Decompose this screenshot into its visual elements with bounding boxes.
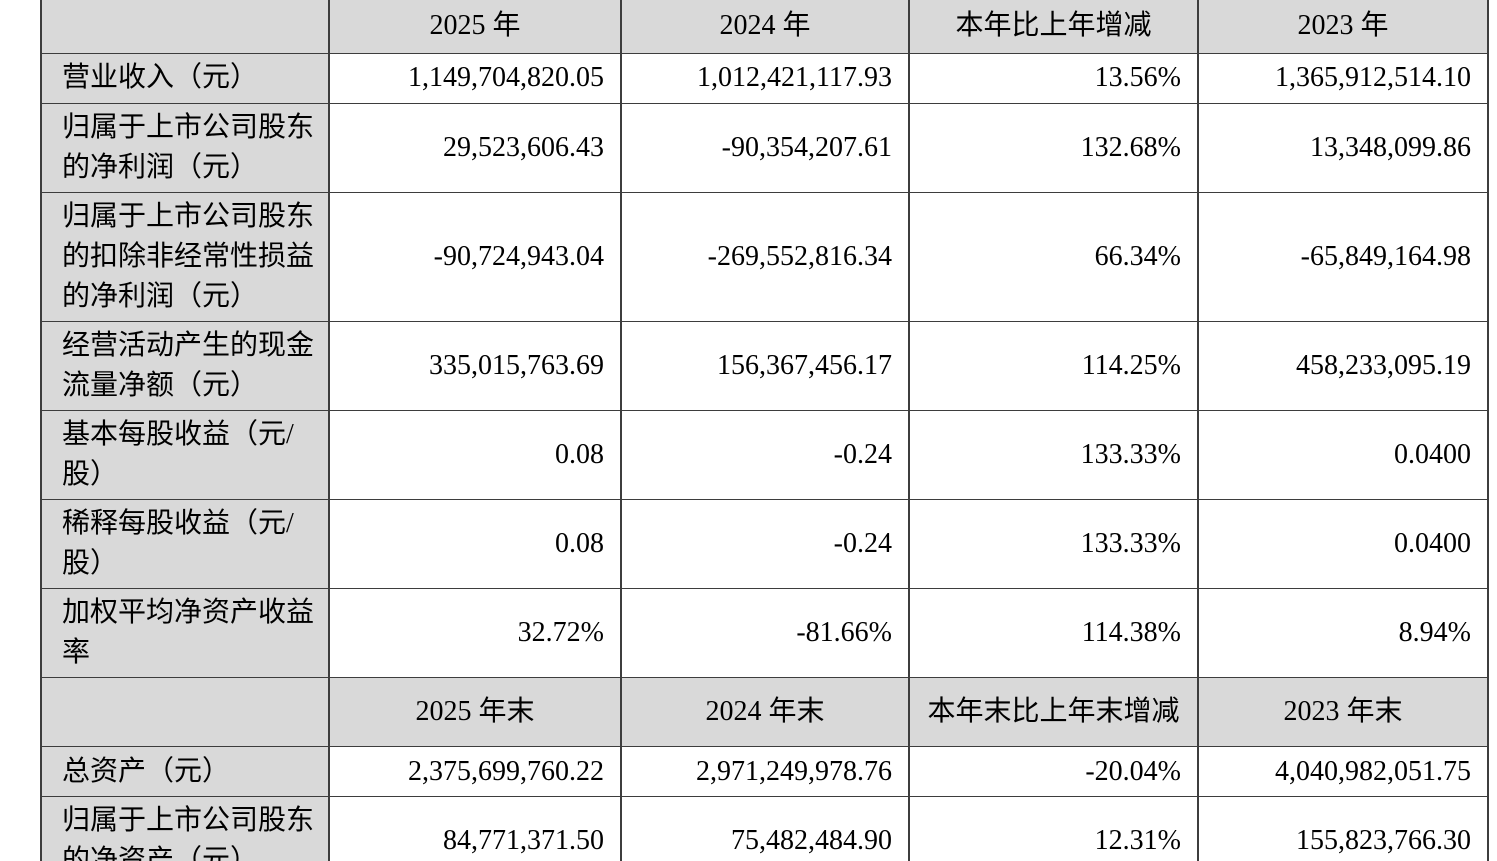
net-assets-2025: 84,771,371.50 (328, 796, 622, 861)
diluted-eps-change: 133.33% (908, 499, 1199, 590)
basic-eps-2023: 0.0400 (1197, 410, 1489, 501)
total-assets-change: -20.04% (908, 746, 1199, 798)
cash-flow-2024: 156,367,456.17 (620, 321, 910, 412)
financial-summary-table: 2025 年 2024 年 本年比上年增减 2023 年 营业收入（元） 1,1… (40, 0, 1489, 861)
table-row-weighted-roe: 加权平均净资产收益率 32.72% -81.66% 114.38% 8.94% (40, 588, 1489, 679)
net-profit-change: 132.68% (908, 102, 1199, 194)
net-profit-excl-change: 66.34% (908, 192, 1199, 323)
net-assets-2023: 155,823,766.30 (1197, 796, 1489, 861)
revenue-2025: 1,149,704,820.05 (328, 53, 622, 104)
col-header-yoy-change: 本年比上年增减 (908, 0, 1199, 54)
table-row-basic-eps: 基本每股收益（元/股） 0.08 -0.24 133.33% 0.0400 (40, 410, 1489, 501)
weighted-roe-change: 114.38% (908, 588, 1199, 679)
basic-eps-change: 133.33% (908, 410, 1199, 501)
net-profit-excl-2023: -65,849,164.98 (1197, 192, 1489, 323)
row-label-total-assets: 总资产（元） (40, 746, 330, 798)
row-label-weighted-roe: 加权平均净资产收益率 (40, 588, 330, 679)
row-label-net-assets: 归属于上市公司股东的净资产（元） (40, 796, 330, 861)
revenue-change: 13.56% (908, 53, 1199, 104)
row-label-net-profit: 归属于上市公司股东的净利润（元） (40, 102, 330, 194)
total-assets-2025: 2,375,699,760.22 (328, 746, 622, 798)
table-row-total-assets: 总资产（元） 2,375,699,760.22 2,971,249,978.76… (40, 746, 1489, 798)
table-row-net-assets: 归属于上市公司股东的净资产（元） 84,771,371.50 75,482,48… (40, 796, 1489, 861)
basic-eps-2024: -0.24 (620, 410, 910, 501)
revenue-2024: 1,012,421,117.93 (620, 53, 910, 104)
net-assets-change: 12.31% (908, 796, 1199, 861)
net-profit-2023: 13,348,099.86 (1197, 102, 1489, 194)
total-assets-2024: 2,971,249,978.76 (620, 746, 910, 798)
row-label-basic-eps: 基本每股收益（元/股） (40, 410, 330, 501)
cash-flow-2025: 335,015,763.69 (328, 321, 622, 412)
net-profit-2024: -90,354,207.61 (620, 102, 910, 194)
cash-flow-change: 114.25% (908, 321, 1199, 412)
table-row-revenue: 营业收入（元） 1,149,704,820.05 1,012,421,117.9… (40, 53, 1489, 104)
col-header-2025: 2025 年 (328, 0, 622, 54)
weighted-roe-2025: 32.72% (328, 588, 622, 679)
total-assets-2023: 4,040,982,051.75 (1197, 746, 1489, 798)
corner-cell (40, 0, 330, 54)
table-row-diluted-eps: 稀释每股收益（元/股） 0.08 -0.24 133.33% 0.0400 (40, 499, 1489, 590)
corner-cell-2 (40, 677, 330, 748)
col-header-2024: 2024 年 (620, 0, 910, 54)
col-header-2023-end: 2023 年末 (1197, 677, 1489, 748)
row-label-operating-cash-flow: 经营活动产生的现金流量净额（元） (40, 321, 330, 412)
row-label-revenue: 营业收入（元） (40, 53, 330, 104)
net-profit-excl-2025: -90,724,943.04 (328, 192, 622, 323)
table-row-net-profit-excl-nonrecurring: 归属于上市公司股东的扣除非经常性损益的净利润（元） -90,724,943.04… (40, 192, 1489, 323)
col-header-2023: 2023 年 (1197, 0, 1489, 54)
net-profit-excl-2024: -269,552,816.34 (620, 192, 910, 323)
col-header-2025-end: 2025 年末 (328, 677, 622, 748)
net-profit-2025: 29,523,606.43 (328, 102, 622, 194)
diluted-eps-2024: -0.24 (620, 499, 910, 590)
diluted-eps-2023: 0.0400 (1197, 499, 1489, 590)
col-header-year-end-change: 本年末比上年末增减 (908, 677, 1199, 748)
diluted-eps-2025: 0.08 (328, 499, 622, 590)
basic-eps-2025: 0.08 (328, 410, 622, 501)
row-label-net-profit-excl-nonrecurring: 归属于上市公司股东的扣除非经常性损益的净利润（元） (40, 192, 330, 323)
year-end-header-row: 2025 年末 2024 年末 本年末比上年末增减 2023 年末 (40, 677, 1489, 748)
weighted-roe-2024: -81.66% (620, 588, 910, 679)
col-header-2024-end: 2024 年末 (620, 677, 910, 748)
weighted-roe-2023: 8.94% (1197, 588, 1489, 679)
table-row-operating-cash-flow: 经营活动产生的现金流量净额（元） 335,015,763.69 156,367,… (40, 321, 1489, 412)
net-assets-2024: 75,482,484.90 (620, 796, 910, 861)
revenue-2023: 1,365,912,514.10 (1197, 53, 1489, 104)
cash-flow-2023: 458,233,095.19 (1197, 321, 1489, 412)
annual-header-row: 2025 年 2024 年 本年比上年增减 2023 年 (40, 0, 1489, 54)
table-row-net-profit: 归属于上市公司股东的净利润（元） 29,523,606.43 -90,354,2… (40, 102, 1489, 194)
row-label-diluted-eps: 稀释每股收益（元/股） (40, 499, 330, 590)
